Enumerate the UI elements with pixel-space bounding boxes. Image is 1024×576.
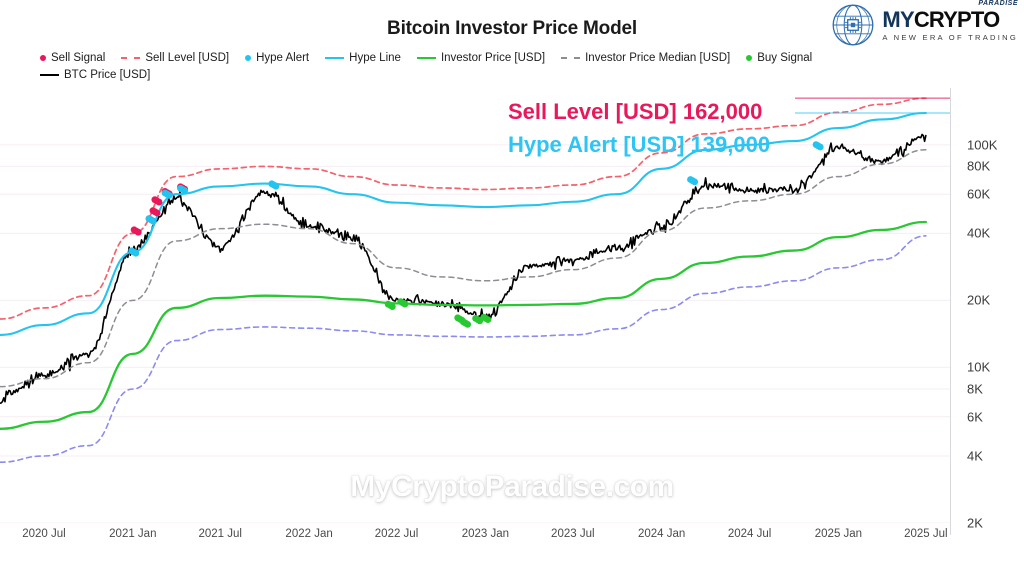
y-axis-tick-label: 6K: [967, 409, 983, 425]
legend-dashed-line-marker: [561, 56, 581, 59]
signal-marker: [153, 209, 161, 217]
y-axis-tick-label: 8K: [967, 381, 983, 397]
legend-line-marker: [416, 56, 436, 59]
brand-paradise: PARADISE: [978, 0, 1018, 7]
series-line: [0, 220, 927, 430]
legend-investor-price[interactable]: Investor Price [USD]: [416, 49, 546, 66]
legend-label: Sell Level [USD]: [145, 51, 230, 64]
legend-label: Hype Line: [349, 51, 401, 64]
globe-icon: [832, 4, 874, 46]
signal-markers: [128, 141, 824, 328]
x-axis: 2020 Jul 2021 Jan 2021 Jul 2022 Jan 2022 Jul…: [0, 528, 950, 552]
x-axis-tick-label: 2025 Jan: [814, 528, 863, 540]
legend-dot-marker: [245, 54, 252, 61]
series-line: [0, 133, 927, 404]
x-axis-tick-label: 2020 Jul: [22, 528, 66, 540]
series-line: [0, 97, 927, 320]
legend-investor-price-median[interactable]: Investor Price Median [USD]: [561, 49, 730, 66]
x-axis-tick-label: 2021 Jan: [109, 528, 157, 540]
signal-marker: [464, 320, 472, 328]
x-axis-tick-label: 2021 Jul: [198, 528, 242, 540]
signal-marker: [181, 187, 189, 195]
legend-dashed-line-marker: [121, 56, 141, 59]
legend-label: Investor Price Median [USD]: [585, 51, 731, 64]
y-axis-tick-label: 80K: [967, 158, 991, 174]
brand-logo: MYCRYPTO PARADISE A NEW ERA OF TRADING: [831, 0, 1018, 47]
signal-marker: [816, 143, 824, 151]
y-axis-tick-label: 60K: [967, 186, 991, 202]
reference-lines: [795, 97, 950, 114]
legend-label: Sell Signal: [51, 51, 106, 64]
chart-canvas: [0, 97, 950, 523]
series-line: [0, 235, 927, 464]
y-axis-tick-label: 20K: [967, 292, 991, 308]
brand-crypto: CRYPTO: [913, 6, 1000, 32]
x-axis-tick-label: 2025 Jul: [904, 528, 948, 540]
chart-legend: Sell Signal Sell Level [USD] Hype Alert Hyp…: [40, 49, 920, 83]
signal-marker: [272, 182, 280, 190]
y-axis: 100K 80K 60K 40K 20K 10K 8K 6K 4K 2K: [952, 88, 1024, 530]
x-axis-tick-label: 2022 Jul: [374, 528, 419, 540]
signal-marker: [388, 303, 396, 310]
annotation-sell-level: Sell Level [USD] 162,000: [508, 99, 763, 124]
y-axis-tick-label: 4K: [967, 448, 983, 464]
signal-marker: [134, 228, 142, 236]
signal-marker: [165, 192, 173, 199]
legend-dot-marker: [746, 54, 753, 61]
legend-dot-marker: [40, 54, 46, 61]
brand-tagline: A NEW ERA OF TRADING: [882, 32, 1018, 42]
legend-line-marker: [325, 56, 345, 59]
gridlines: [0, 144, 950, 523]
signal-marker: [484, 316, 492, 324]
brand-wordmark: MYCRYPTO PARADISE A NEW ERA OF TRADING: [882, 0, 1018, 42]
legend-sell-level[interactable]: Sell Level [USD]: [121, 49, 229, 66]
x-axis-tick-label: 2022 Jan: [285, 528, 333, 540]
x-axis-tick-label: 2023 Jul: [551, 528, 595, 540]
legend-sell-signal[interactable]: Sell Signal: [40, 49, 105, 66]
axis-divider: [950, 88, 951, 535]
y-axis-tick-label: 2K: [967, 515, 983, 531]
x-axis-tick-label: 2024 Jul: [727, 528, 772, 540]
legend-row: Sell Signal Sell Level [USD] Hype Alert Hyp…: [40, 49, 920, 66]
brand-my: MY: [882, 6, 914, 32]
series-layer: [0, 97, 927, 464]
plot-area: [0, 88, 950, 523]
series-line: [0, 111, 927, 336]
signal-marker: [401, 300, 409, 308]
annotation-hype-alert: Hype Alert [USD] 139,000: [508, 132, 771, 157]
page-title: Bitcoin Investor Price Model: [387, 18, 637, 39]
legend-buy-signal[interactable]: Buy Signal: [746, 49, 812, 66]
signal-marker: [691, 178, 699, 186]
signal-marker: [132, 249, 140, 257]
y-axis-tick-label: 10K: [967, 359, 991, 375]
legend-row: BTC Price [USD]: [40, 66, 920, 83]
legend-hype-alert[interactable]: Hype Alert: [245, 49, 309, 66]
signal-marker: [149, 217, 157, 225]
legend-label: Hype Alert: [256, 51, 310, 64]
legend-hype-line[interactable]: Hype Line: [325, 49, 401, 66]
legend-btc-price[interactable]: BTC Price [USD]: [40, 66, 150, 83]
signal-marker: [155, 198, 163, 206]
legend-label: BTC Price [USD]: [64, 68, 151, 81]
legend-line-marker: [40, 73, 59, 76]
legend-label: Buy Signal: [757, 51, 813, 64]
y-axis-tick-label: 40K: [967, 225, 991, 241]
series-line: [0, 149, 927, 388]
y-axis-tick-label: 100K: [967, 137, 998, 153]
x-axis-tick-label: 2024 Jan: [637, 528, 686, 540]
legend-label: Investor Price [USD]: [440, 51, 546, 64]
x-axis-tick-label: 2023 Jan: [461, 528, 510, 540]
